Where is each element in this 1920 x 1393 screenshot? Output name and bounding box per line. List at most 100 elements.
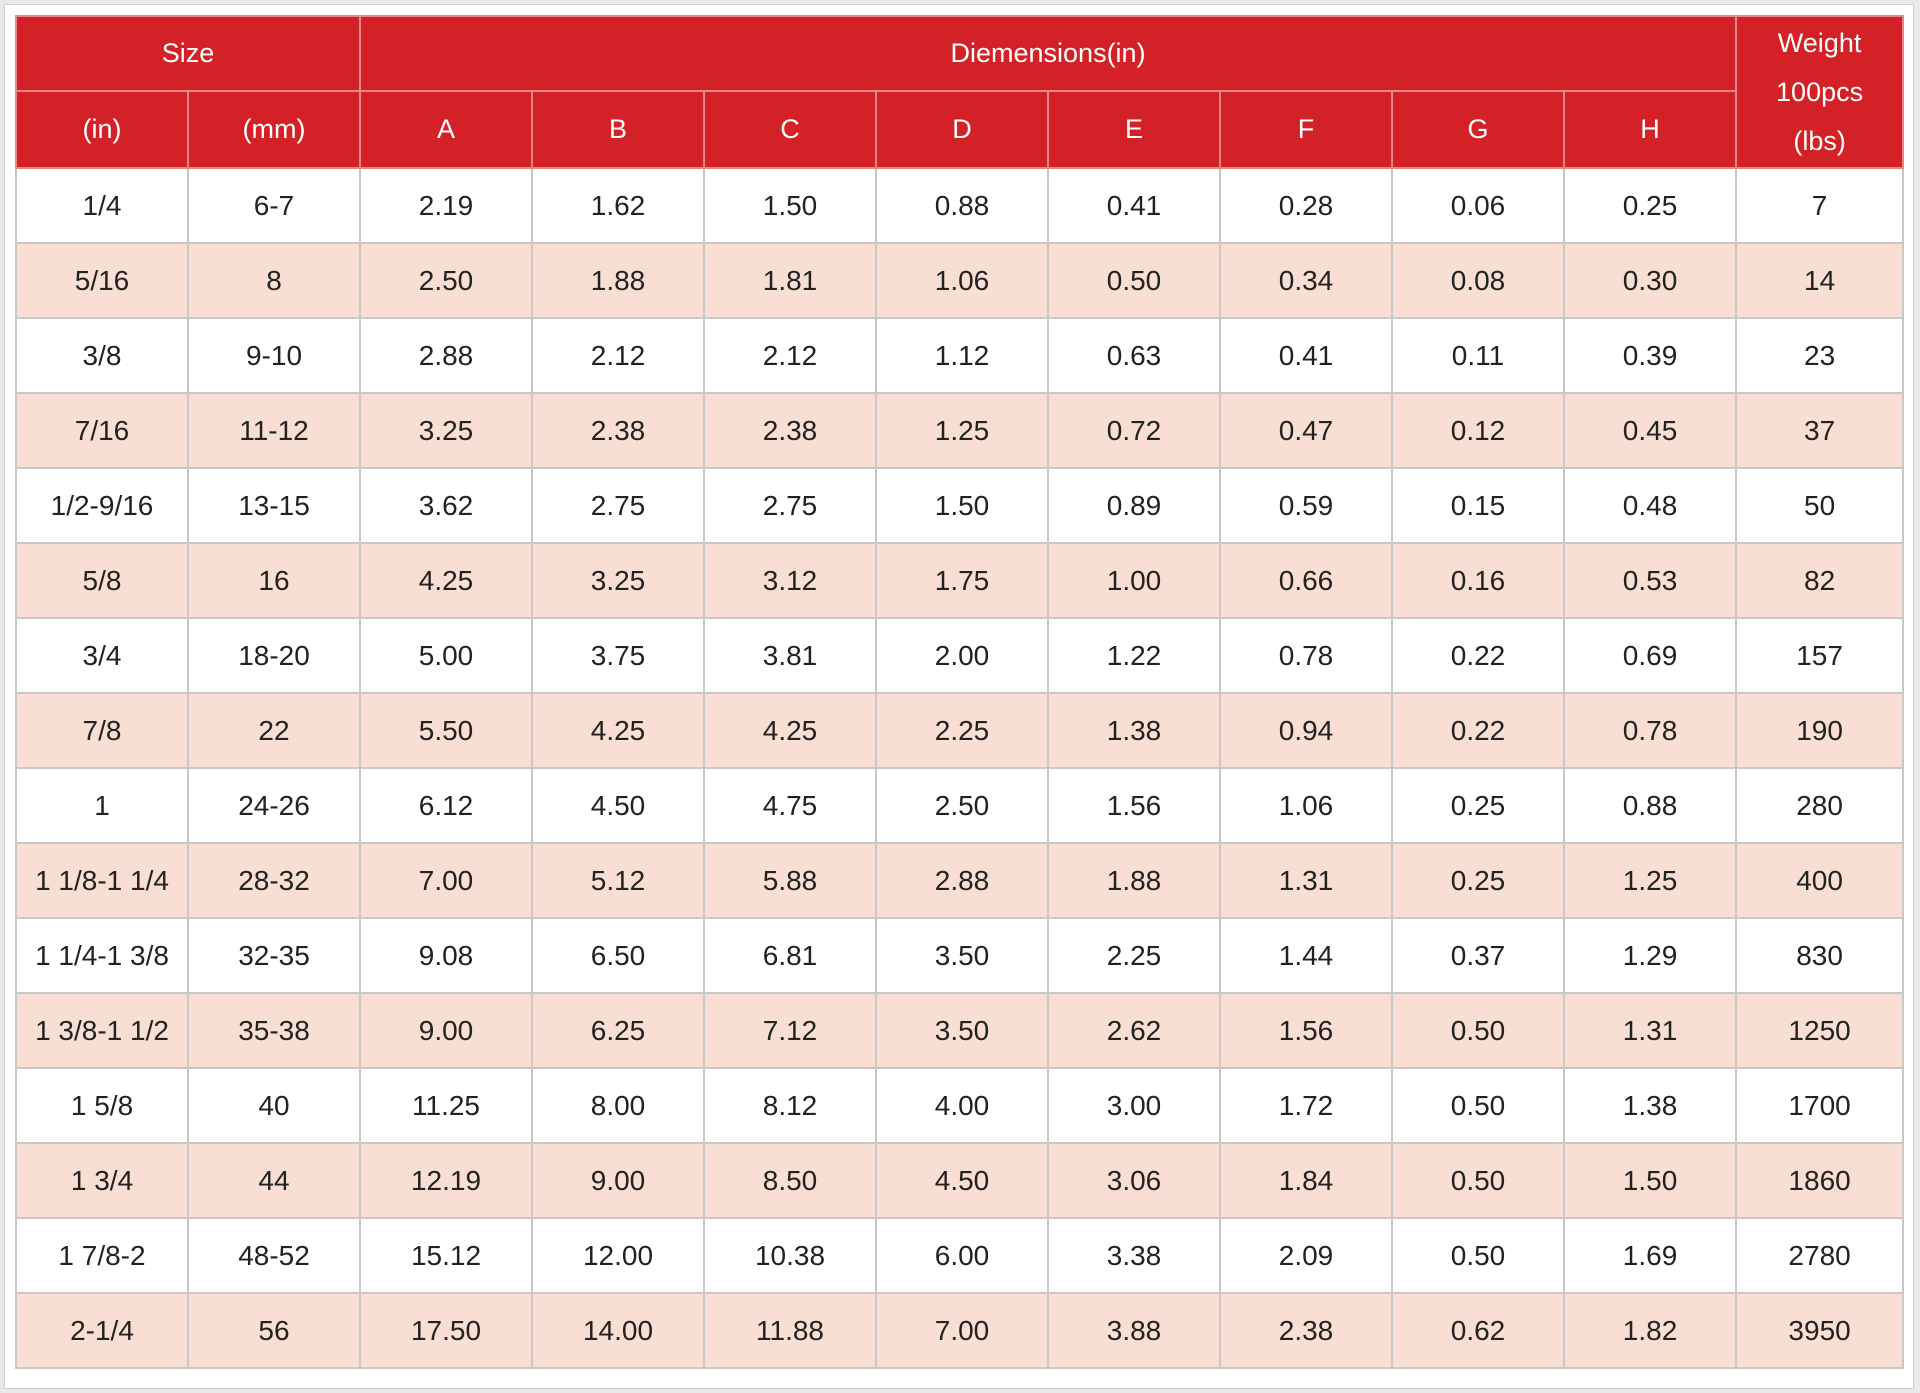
dim-h-cell: 0.25 (1562, 167, 1738, 244)
dim-a-cell: 2.19 (359, 167, 533, 244)
dim-c-cell: 10.38 (703, 1217, 877, 1294)
dim-f-cell: 1.31 (1219, 842, 1393, 919)
size-mm-cell: 9-10 (187, 317, 361, 394)
dim-g-header: G (1391, 90, 1565, 169)
dim-f-cell: 0.47 (1219, 392, 1393, 469)
weight-cell: 830 (1735, 917, 1905, 994)
dim-d-cell: 1.25 (875, 392, 1049, 469)
size-in-cell: 1 (15, 767, 189, 844)
size-mm-cell: 56 (187, 1292, 361, 1369)
dim-a-cell: 9.08 (359, 917, 533, 994)
dim-g-cell: 0.50 (1391, 1067, 1565, 1144)
weight-cell: 3950 (1735, 1292, 1905, 1369)
dim-b-cell: 1.62 (531, 167, 705, 244)
weight-header-line-1: Weight (1777, 27, 1862, 58)
dim-b-cell: 4.50 (531, 767, 705, 844)
dim-a-cell: 17.50 (359, 1292, 533, 1369)
dim-e-cell: 2.62 (1047, 992, 1221, 1069)
dim-c-cell: 6.81 (703, 917, 877, 994)
dim-h-cell: 1.29 (1562, 917, 1738, 994)
dim-g-cell: 0.08 (1391, 242, 1565, 319)
table-row: 2-1/4 56 17.50 14.00 11.88 7.00 3.88 2.38 0.62 1.… (15, 1292, 1905, 1369)
size-mm-cell: 24-26 (187, 767, 361, 844)
size-mm-cell: 11-12 (187, 392, 361, 469)
size-in-cell: 5/16 (15, 242, 189, 319)
dim-c-cell: 3.81 (703, 617, 877, 694)
dim-d-cell: 1.06 (875, 242, 1049, 319)
weight-header-line-2: 100pcs (1776, 76, 1864, 107)
table-row: 1/4 6-7 2.19 1.62 1.50 0.88 0.41 0.28 0.06 0.25 7 (15, 167, 1905, 244)
dim-g-cell: 0.22 (1391, 692, 1565, 769)
dim-a-cell: 6.12 (359, 767, 533, 844)
dim-b-cell: 14.00 (531, 1292, 705, 1369)
size-header: Size (15, 15, 361, 92)
size-in-cell: 1 5/8 (15, 1067, 189, 1144)
dim-g-cell: 0.37 (1391, 917, 1565, 994)
table-row: 5/16 8 2.50 1.88 1.81 1.06 0.50 0.34 0.08 0.30 14 (15, 242, 1905, 319)
dim-c-cell: 2.12 (703, 317, 877, 394)
size-in-cell: 5/8 (15, 542, 189, 619)
size-mm-cell: 6-7 (187, 167, 361, 244)
dim-d-cell: 2.88 (875, 842, 1049, 919)
dim-a-cell: 9.00 (359, 992, 533, 1069)
dim-g-cell: 0.50 (1391, 1142, 1565, 1219)
dim-c-cell: 5.88 (703, 842, 877, 919)
dim-e-header: E (1047, 90, 1221, 169)
size-mm-cell: 44 (187, 1142, 361, 1219)
dim-f-cell: 1.44 (1219, 917, 1393, 994)
dim-g-cell: 0.62 (1391, 1292, 1565, 1369)
in-column-header: (in) (15, 90, 189, 169)
dim-g-cell: 0.22 (1391, 617, 1565, 694)
dim-e-cell: 1.22 (1047, 617, 1221, 694)
table-row: 7/16 11-12 3.25 2.38 2.38 1.25 0.72 0.47 0.12 0.4… (15, 392, 1905, 469)
dim-a-cell: 3.25 (359, 392, 533, 469)
table-row: 5/8 16 4.25 3.25 3.12 1.75 1.00 0.66 0.16 0.53 82 (15, 542, 1905, 619)
dim-c-cell: 1.50 (703, 167, 877, 244)
dim-h-cell: 1.38 (1562, 1067, 1738, 1144)
dim-e-cell: 0.41 (1047, 167, 1221, 244)
dim-b-cell: 1.88 (531, 242, 705, 319)
size-in-cell: 1/4 (15, 167, 189, 244)
dim-d-cell: 7.00 (875, 1292, 1049, 1369)
size-in-cell: 1 7/8-2 (15, 1217, 189, 1294)
size-mm-cell: 48-52 (187, 1217, 361, 1294)
size-in-cell: 3/4 (15, 617, 189, 694)
size-in-cell: 3/8 (15, 317, 189, 394)
dimensions-header: Diemensions(in) (358, 15, 1738, 92)
dim-c-cell: 8.50 (703, 1142, 877, 1219)
dim-h-cell: 0.48 (1562, 467, 1738, 544)
dim-d-cell: 1.75 (875, 542, 1049, 619)
table-body: 1/4 6-7 2.19 1.62 1.50 0.88 0.41 0.28 0.06 0.25 7 5… (15, 167, 1905, 1369)
weight-cell: 37 (1735, 392, 1905, 469)
table-row: 1 24-26 6.12 4.50 4.75 2.50 1.56 1.06 0.25 0.88 28… (15, 767, 1905, 844)
weight-cell: 50 (1735, 467, 1905, 544)
dim-a-cell: 7.00 (359, 842, 533, 919)
dim-d-cell: 6.00 (875, 1217, 1049, 1294)
dim-e-cell: 0.50 (1047, 242, 1221, 319)
dim-a-cell: 2.88 (359, 317, 533, 394)
size-mm-cell: 13-15 (187, 467, 361, 544)
dim-g-cell: 0.15 (1391, 467, 1565, 544)
dim-h-cell: 0.88 (1562, 767, 1738, 844)
dim-h-cell: 0.45 (1562, 392, 1738, 469)
dim-a-cell: 12.19 (359, 1142, 533, 1219)
dim-f-cell: 0.78 (1219, 617, 1393, 694)
weight-cell: 14 (1735, 242, 1905, 319)
dim-e-cell: 1.00 (1047, 542, 1221, 619)
dim-e-cell: 3.38 (1047, 1217, 1221, 1294)
table-row: 1 1/4-1 3/8 32-35 9.08 6.50 6.81 3.50 2.25 1.44… (15, 917, 1905, 994)
dim-d-cell: 2.25 (875, 692, 1049, 769)
dim-b-cell: 6.25 (531, 992, 705, 1069)
weight-cell: 400 (1735, 842, 1905, 919)
size-mm-cell: 18-20 (187, 617, 361, 694)
dim-a-cell: 2.50 (359, 242, 533, 319)
dim-e-cell: 1.56 (1047, 767, 1221, 844)
table-header: Size Diemensions(in) Weight 100pcs (lbs)… (15, 15, 1905, 169)
weight-cell: 157 (1735, 617, 1905, 694)
table-row: 1 7/8-2 48-52 15.12 12.00 10.38 6.00 3.38 2.09 0… (15, 1217, 1905, 1294)
dim-h-cell: 0.78 (1562, 692, 1738, 769)
size-mm-cell: 16 (187, 542, 361, 619)
dim-c-cell: 4.75 (703, 767, 877, 844)
dim-g-cell: 0.50 (1391, 992, 1565, 1069)
table-row: 1/2-9/16 13-15 3.62 2.75 2.75 1.50 0.89 0.59 0.1… (15, 467, 1905, 544)
